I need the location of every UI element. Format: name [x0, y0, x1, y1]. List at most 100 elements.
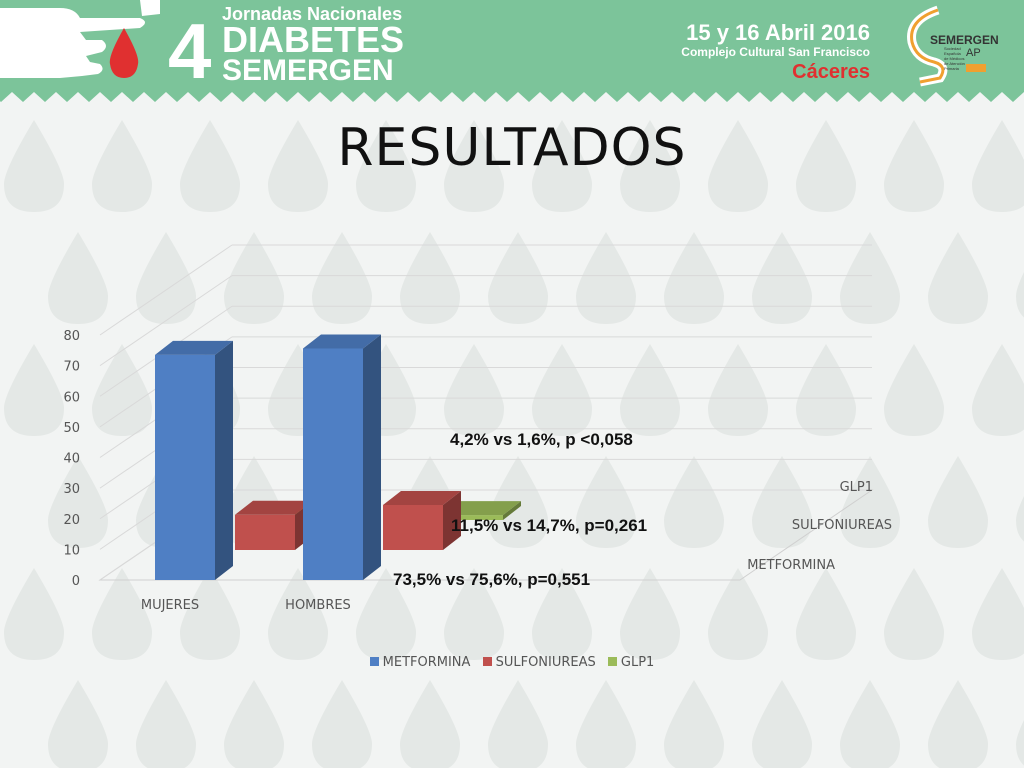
bar-face — [383, 504, 443, 550]
background-drop-47 — [1016, 496, 1024, 542]
chart-legend: METFORMINA SULFONIUREAS GLP1 — [0, 655, 1024, 670]
background-drop-50 — [180, 568, 240, 660]
bar-face — [303, 348, 363, 580]
bar-side — [215, 340, 233, 580]
background-drop-12 — [48, 232, 108, 324]
background-drop-64 — [400, 680, 460, 768]
logo-text: SEMERGEN — [930, 33, 999, 47]
bar-top — [383, 490, 461, 505]
depth-label-glp1: GLP1 — [840, 480, 873, 495]
background-drop-68 — [752, 680, 812, 768]
event-city: Cáceres — [792, 61, 870, 83]
background-drop-4 — [356, 120, 416, 212]
background-drop-46 — [928, 456, 988, 548]
background-drop-34 — [884, 344, 944, 436]
slide-title: RESULTADOS — [337, 118, 687, 178]
background-drop-5 — [444, 120, 504, 212]
background-drop-32 — [708, 344, 768, 436]
background-drop-23 — [1016, 272, 1024, 318]
background-drop-44 — [752, 456, 812, 548]
y-tick-label-6: 60 — [63, 390, 80, 405]
event-dates: 15 y 16 Abril 2016 — [686, 20, 870, 45]
logo-badge — [966, 64, 986, 72]
legend-item-glp1: GLP1 — [607, 655, 655, 670]
y-tick-label-4: 40 — [63, 452, 80, 467]
grid-diag-8 — [99, 244, 233, 336]
background-drop-18 — [576, 232, 636, 324]
bar-top — [443, 501, 521, 516]
bar-face — [443, 515, 503, 520]
background-drop-8 — [708, 120, 768, 212]
background-drop-9 — [796, 120, 856, 212]
logo-sub: AP — [966, 47, 981, 59]
background-drop-43 — [664, 456, 724, 548]
background-drop-33 — [796, 344, 856, 436]
event-venue: Complejo Cultural San Francisco — [681, 45, 870, 59]
background-drop-66 — [576, 680, 636, 768]
y-tick-label-2: 20 — [63, 513, 80, 528]
background-drop-29 — [444, 344, 504, 436]
background-drop-25 — [92, 344, 152, 436]
background-drop-10 — [884, 120, 944, 212]
depth-label-sulfoniureas: SULFONIUREAS — [792, 518, 892, 533]
legend-label-glp1: GLP1 — [620, 655, 655, 670]
background-drop-60 — [48, 680, 108, 768]
background-drop-7 — [620, 120, 680, 212]
background-drop-54 — [532, 568, 592, 660]
background-drop-31 — [620, 344, 680, 436]
y-tick-label-1: 10 — [63, 543, 80, 558]
banner-background — [0, 0, 1024, 102]
y-tick-label-7: 70 — [63, 360, 80, 375]
bar-side — [503, 501, 521, 520]
legend-swatch-glp1 — [607, 657, 617, 666]
legend-item-sulfoniureas: SULFONIUREAS — [482, 655, 596, 670]
legend-label-sulfoniureas: SULFONIUREAS — [495, 655, 596, 670]
background-drop-22 — [928, 232, 988, 324]
bar-face — [235, 514, 295, 550]
y-tick-label-5: 50 — [63, 421, 80, 436]
background-drop-20 — [752, 232, 812, 324]
background-drop-61 — [136, 680, 196, 768]
annotation-glp1: 4,2% vs 1,6%, p <0,058 — [450, 430, 633, 449]
category-label-mujeres: MUJERES — [141, 598, 199, 613]
background-drop-48 — [4, 568, 64, 660]
bar-chart-3d: 0 10 20 30 40 50 60 70 80 MUJERES HOMBRES GLP1 SULFO… — [63, 244, 892, 613]
event-line3: SEMERGEN — [222, 54, 394, 87]
background-drop-21 — [840, 232, 900, 324]
background-drop-1 — [92, 120, 152, 212]
background-drop-15 — [312, 232, 372, 324]
y-tick-label-8: 80 — [63, 329, 80, 344]
background-drop-70 — [928, 680, 988, 768]
logo-small-0: Sociedad — [944, 46, 961, 51]
background-drop-51 — [268, 568, 328, 660]
bar-side — [363, 334, 381, 580]
background-drop-30 — [532, 344, 592, 436]
legend-swatch-sulfoniureas — [482, 657, 492, 666]
hand-icon — [0, 0, 160, 78]
logo-small-2: de Médicos — [944, 56, 964, 61]
background-drop-59 — [972, 568, 1024, 660]
background-drop-36 — [48, 456, 108, 548]
bar-face — [155, 354, 215, 580]
y-tick-label-3: 30 — [63, 482, 80, 497]
background-drop-57 — [796, 568, 856, 660]
background-drop-69 — [840, 680, 900, 768]
bar-sulfoniureas-hombres — [383, 490, 461, 550]
category-label-hombres: HOMBRES — [285, 598, 351, 613]
background-drop-19 — [664, 232, 724, 324]
bar-top — [235, 500, 313, 515]
background-drop-67 — [664, 680, 724, 768]
annotation-sulfonilureas: 11,5% vs 14,7%, p=0,261 — [451, 516, 648, 535]
background-drop-2 — [180, 120, 240, 212]
background-drop-13 — [136, 232, 196, 324]
logo-small-1: Española — [944, 51, 961, 56]
background-drop-14 — [224, 232, 284, 324]
background-drop-24 — [4, 344, 64, 436]
background-drop-42 — [576, 456, 636, 548]
grid-diag-7 — [99, 275, 233, 367]
bar-side — [443, 490, 461, 550]
bar-top — [155, 340, 233, 355]
background-drop-3 — [268, 120, 328, 212]
background-drop-65 — [488, 680, 548, 768]
y-tick-label-0: 0 — [72, 574, 80, 589]
